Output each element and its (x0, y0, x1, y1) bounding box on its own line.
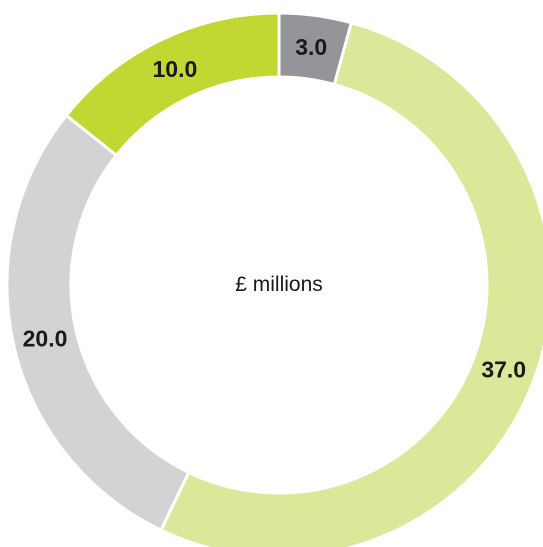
donut-value-labels: 3.0 37.0 20.0 10.0 (23, 34, 526, 382)
slice-value-label: 37.0 (481, 356, 526, 382)
center-label: £ millions (235, 273, 323, 296)
slice-value-label: 20.0 (23, 325, 68, 351)
slice-value-label: 3.0 (295, 34, 327, 60)
donut-slice (5, 113, 191, 533)
donut-slice (64, 11, 281, 158)
donut-slices (5, 11, 543, 547)
slice-value-label: 10.0 (152, 56, 197, 82)
donut-slice (158, 20, 543, 547)
